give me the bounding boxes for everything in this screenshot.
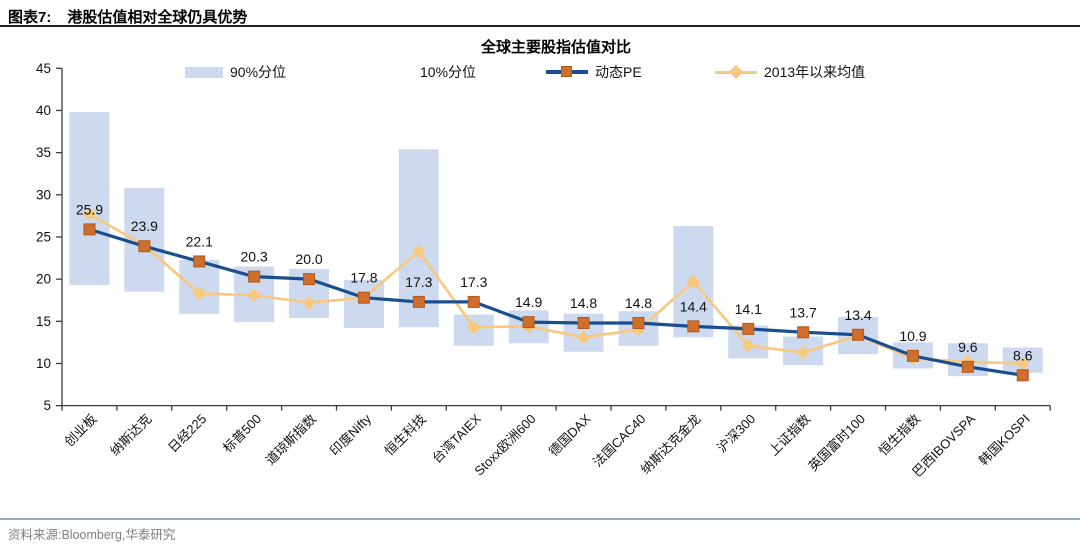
legend-item-p10: 10%分位 [375, 62, 476, 82]
pe-square-marker-icon [357, 291, 370, 304]
pe-data-label: 25.9 [76, 201, 103, 217]
pe-square-marker-icon [303, 273, 316, 286]
pe-data-label: 20.0 [295, 251, 322, 267]
pe-square-marker-icon [797, 326, 810, 339]
category-label: 恒生指数 [876, 411, 923, 458]
pe-square-marker-icon [577, 316, 590, 329]
category-label: 法国CAC40 [590, 411, 649, 470]
chart-legend: 90%分位 10%分位 动态PE 2013年以来均值 [0, 62, 1080, 82]
category-label: 上证指数 [766, 411, 813, 458]
pe-data-label: 23.9 [131, 218, 158, 234]
y-tick-label: 30 [36, 187, 51, 202]
y-tick-label: 35 [36, 145, 51, 160]
mean-diamond-marker-icon [466, 320, 481, 334]
category-label: 恒生科技 [382, 411, 429, 458]
pe-square-marker-icon [561, 66, 572, 77]
pe-data-label: 14.8 [570, 295, 597, 311]
pe-data-label: 10.9 [899, 328, 926, 344]
pe-data-label: 17.3 [460, 274, 487, 290]
figure-header: 图表7: 港股估值相对全球仍具优势 [8, 6, 247, 27]
pe-data-label: 14.9 [515, 294, 542, 310]
pe-square-marker-icon [138, 240, 151, 253]
y-tick-label: 10 [36, 356, 51, 371]
percentile-bars [69, 112, 1043, 377]
y-tick-label: 5 [43, 398, 51, 413]
mean-swatch-icon [715, 64, 757, 79]
category-label: 德国DAX [546, 411, 594, 459]
legend-label-mean: 2013年以来均值 [764, 64, 866, 80]
mean-diamond-marker-icon [247, 288, 261, 302]
mean-diamond-marker-icon [796, 345, 810, 360]
category-label: 沪深300 [714, 411, 758, 455]
pe-square-marker-icon [83, 223, 96, 236]
legend-item-mean: 2013年以来均值 [715, 62, 865, 82]
legend-label-pe: 动态PE [595, 64, 642, 80]
dynamic-pe-line [88, 227, 1023, 377]
pe-square-marker-icon [742, 322, 755, 335]
pe-data-label: 17.3 [405, 274, 432, 290]
category-label: 英国富时100 [805, 411, 868, 474]
category-label: 韩国KOSPI [976, 411, 1033, 468]
mean-diamond-marker-icon [192, 286, 207, 301]
figure-number: 图表7: [8, 9, 52, 26]
pe-data-label: 14.4 [680, 298, 707, 314]
pe-square-marker-icon [852, 328, 865, 341]
pe-data-labels: 25.9 23.9 22.1 20.3 20.0 17.8 17.3 17.3 14.9 14.8… [76, 201, 1033, 363]
legend-item-p90: 90%分位 [185, 62, 286, 82]
pe-square-marker-icon [467, 295, 480, 308]
category-label: 纳斯达克 [107, 411, 154, 458]
percentile-bar [69, 112, 110, 286]
mean-diamond-marker-icon [302, 295, 316, 310]
category-label: 台湾TAIEX [429, 411, 484, 466]
pe-square-marker-icon [961, 360, 974, 373]
pe-square-marker-icon [248, 270, 261, 283]
legend-label-p10: 10%分位 [420, 64, 477, 80]
pe-data-label: 14.8 [625, 295, 652, 311]
header-divider [0, 25, 1080, 27]
pe-data-label: 17.8 [350, 270, 377, 286]
category-label: 标普500 [220, 411, 264, 455]
y-tick-label: 25 [36, 230, 51, 245]
p90-swatch-icon [185, 66, 223, 78]
category-label: 创业板 [61, 411, 99, 449]
pe-data-label: 13.4 [844, 307, 871, 323]
pe-data-label: 14.1 [735, 301, 762, 317]
mean-diamond-marker-icon [576, 330, 591, 345]
source-note: 资料来源:Bloomberg,华泰研究 [8, 528, 176, 542]
pe-square-marker-icon [522, 316, 535, 329]
pe-swatch-icon [546, 66, 588, 77]
pe-data-label: 22.1 [186, 233, 213, 249]
y-tick-label: 20 [36, 272, 51, 287]
legend-item-pe: 动态PE [546, 62, 642, 82]
mean-2013-line [88, 213, 1023, 365]
dynamic-pe-line-series [83, 223, 1029, 382]
pe-square-marker-icon [1016, 369, 1029, 382]
pe-data-label: 9.6 [958, 339, 978, 355]
pe-square-marker-icon [412, 295, 425, 308]
y-tick-label: 15 [36, 314, 51, 329]
axes: 5 10 15 20 25 30 35 40 45 [36, 61, 1051, 413]
pe-square-marker-icon [193, 255, 206, 268]
mean-diamond-marker-icon [686, 274, 701, 289]
pe-data-label: 20.3 [241, 249, 268, 265]
y-tick-label: 40 [36, 103, 51, 118]
y-tick-label: 45 [36, 61, 51, 76]
legend-label-p90: 90%分位 [230, 64, 287, 80]
category-label: 道琼斯指数 [263, 411, 320, 468]
footer-divider [0, 518, 1080, 520]
pe-square-marker-icon [906, 349, 919, 362]
mean-diamond-marker-icon [741, 338, 756, 353]
pe-square-marker-icon [687, 320, 700, 333]
figure-title: 港股估值相对全球仍具优势 [67, 9, 248, 26]
pe-data-label: 8.6 [1013, 347, 1033, 363]
chart-title: 全球主要股指估值对比 [480, 39, 631, 56]
mean-diamond-marker-icon [1015, 356, 1030, 371]
category-label: 印度Nifty [327, 411, 375, 459]
category-label: 日经225 [165, 411, 209, 455]
pe-square-marker-icon [632, 316, 645, 329]
pe-data-label: 13.7 [790, 304, 817, 320]
